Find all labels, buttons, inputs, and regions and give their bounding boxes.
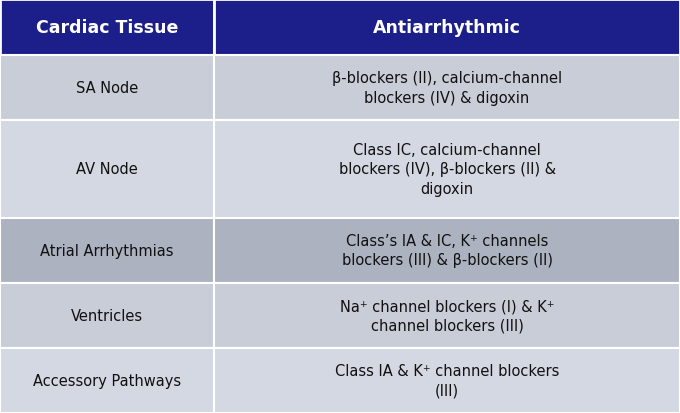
- Text: Cardiac Tissue: Cardiac Tissue: [36, 19, 178, 37]
- Text: Class IA & K⁺ channel blockers
(III): Class IA & K⁺ channel blockers (III): [335, 363, 559, 398]
- Bar: [214, 56, 680, 121]
- Bar: [0, 218, 214, 283]
- Bar: [0, 283, 214, 348]
- Text: Atrial Arrhythmias: Atrial Arrhythmias: [40, 243, 174, 258]
- Bar: [214, 348, 680, 413]
- Text: Na⁺ channel blockers (I) & K⁺
channel blockers (III): Na⁺ channel blockers (I) & K⁺ channel bl…: [340, 299, 554, 332]
- Bar: [214, 121, 680, 218]
- Bar: [0, 121, 214, 218]
- Bar: [0, 348, 214, 413]
- Text: AV Node: AV Node: [76, 162, 138, 177]
- Bar: [214, 283, 680, 348]
- Bar: [214, 218, 680, 283]
- Text: Antiarrhythmic: Antiarrhythmic: [373, 19, 521, 37]
- Bar: [214, 0, 680, 56]
- Bar: [0, 0, 214, 56]
- Text: β-blockers (II), calcium-channel
blockers (IV) & digoxin: β-blockers (II), calcium-channel blocker…: [332, 71, 562, 105]
- Text: Ventricles: Ventricles: [71, 308, 143, 323]
- Text: Accessory Pathways: Accessory Pathways: [33, 373, 181, 388]
- Bar: [0, 56, 214, 121]
- Text: SA Node: SA Node: [76, 81, 138, 96]
- Text: Class IC, calcium-channel
blockers (IV), β-blockers (II) &
digoxin: Class IC, calcium-channel blockers (IV),…: [339, 143, 556, 196]
- Text: Class’s IA & IC, K⁺ channels
blockers (III) & β-blockers (II): Class’s IA & IC, K⁺ channels blockers (I…: [341, 234, 553, 268]
